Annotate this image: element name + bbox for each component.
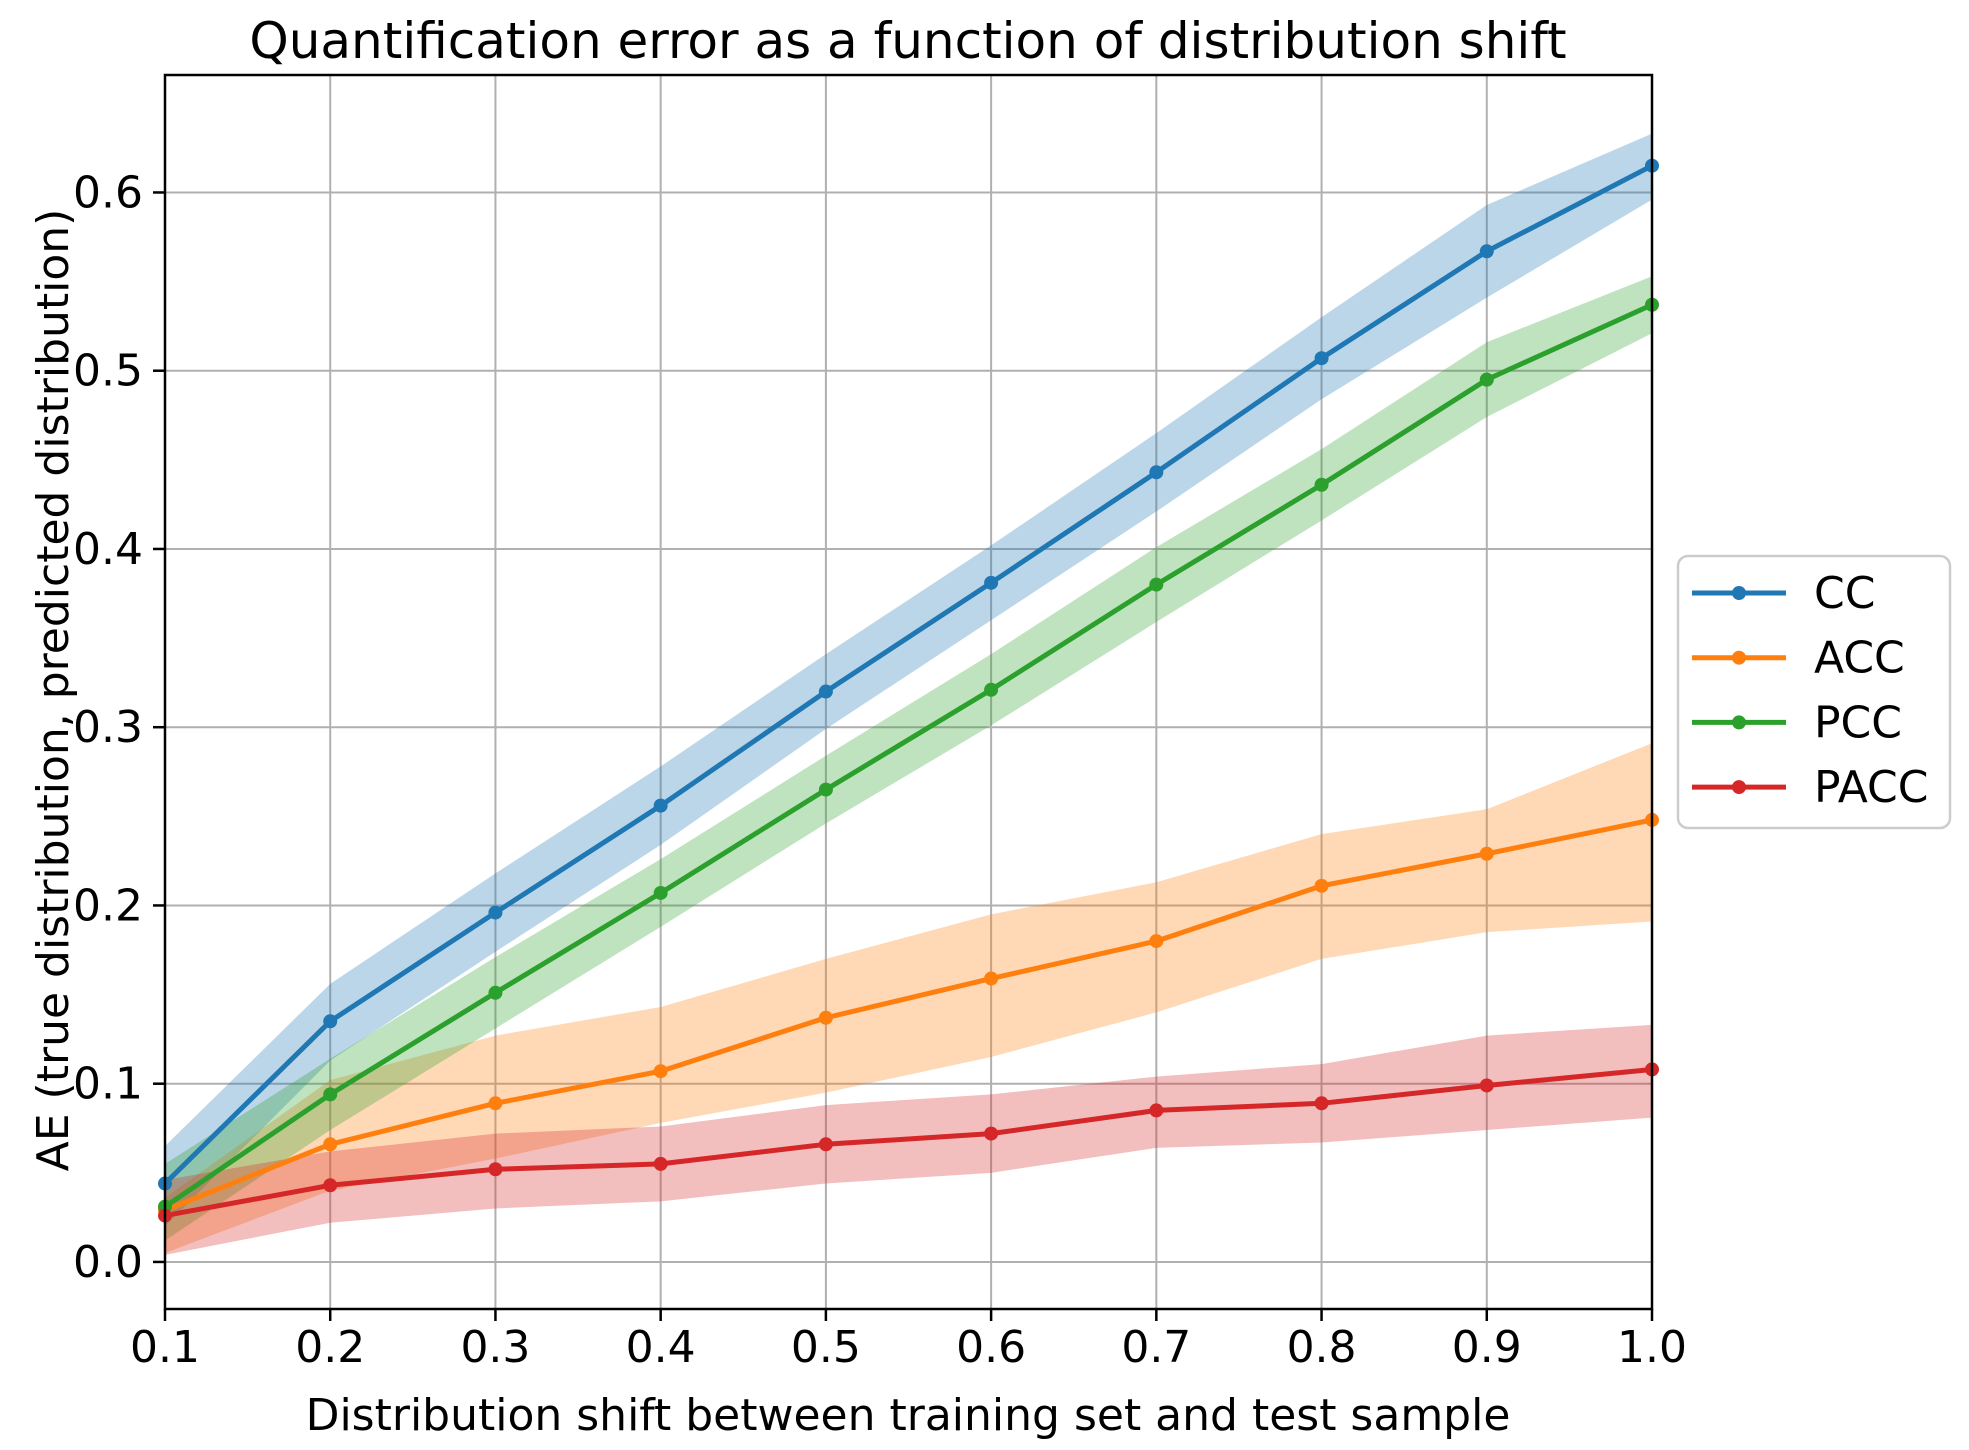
x-axis-label: Distribution shift between training set … (306, 1390, 1511, 1441)
x-tick-label: 0.5 (791, 1322, 861, 1373)
acc-marker (488, 1096, 503, 1111)
y-tick-label: 0.5 (73, 346, 143, 397)
legend-marker-sample (1732, 586, 1746, 600)
acc-marker (818, 1010, 833, 1025)
acc-marker (1149, 934, 1164, 949)
pcc-marker (1314, 477, 1329, 492)
pcc-marker (984, 682, 999, 697)
cc-error-band (165, 133, 1652, 1227)
x-tick-label: 0.3 (460, 1322, 530, 1373)
x-tick-label: 0.4 (626, 1322, 696, 1373)
x-tick-label: 1.0 (1617, 1322, 1687, 1373)
error-bands (165, 133, 1652, 1255)
legend-marker-sample (1732, 715, 1746, 730)
pcc-marker (1149, 577, 1164, 592)
y-tick-label: 0.3 (73, 702, 143, 753)
legend-label: CC (1814, 568, 1875, 619)
chart-title: Quantification error as a function of di… (249, 12, 1566, 70)
legend-label: PCC (1814, 697, 1902, 748)
pcc-error-band (165, 276, 1652, 1241)
pcc-marker (323, 1087, 338, 1102)
legend-item-acc: ACC (1692, 633, 1905, 684)
acc-line (162, 817, 1655, 1213)
pacc-marker (818, 1137, 833, 1152)
legend-box (1676, 554, 1952, 830)
acc-marker (653, 1064, 668, 1079)
y-tick-label: 0.4 (73, 524, 143, 575)
pacc-line (162, 1066, 1655, 1219)
x-tick-label: 0.2 (295, 1322, 365, 1373)
legend-label: ACC (1814, 633, 1905, 684)
x-tick-label: 0.7 (1121, 1322, 1191, 1373)
x-tick-label: 0.6 (956, 1322, 1026, 1373)
pcc-marker (488, 985, 503, 1000)
cc-line (162, 163, 1655, 1187)
y-axis-label: AE (true distribution, predicted distrib… (28, 209, 79, 1172)
cc-marker (488, 905, 503, 920)
legend-marker-sample (1732, 650, 1746, 665)
pacc-marker (323, 1178, 338, 1193)
plot-spines (163, 73, 1654, 1311)
cc-marker (818, 684, 833, 699)
acc-marker (984, 971, 999, 986)
pacc-marker (1149, 1103, 1164, 1118)
x-tick-label: 0.8 (1287, 1322, 1357, 1373)
pacc-marker (1479, 1078, 1494, 1093)
pacc-marker (1314, 1096, 1329, 1111)
pcc-marker (818, 782, 833, 797)
pacc-marker (984, 1126, 999, 1141)
x-tick-label: 0.1 (130, 1322, 200, 1373)
x-tick-label: 0.9 (1452, 1322, 1522, 1373)
y-tick-label: 0.6 (73, 167, 143, 218)
pcc-line (162, 302, 1655, 1210)
pcc-markers (158, 297, 1659, 1214)
cc-marker (984, 575, 999, 590)
acc-marker (1479, 846, 1494, 861)
cc-marker (1149, 465, 1164, 480)
pcc-marker (653, 885, 668, 900)
acc-marker (1314, 878, 1329, 893)
legend-marker-sample (1732, 780, 1746, 795)
cc-marker (1314, 351, 1329, 366)
cc-marker (323, 1014, 338, 1029)
legend-item-cc: CC (1692, 568, 1875, 619)
y-tick-label: 0.2 (73, 880, 143, 931)
pcc-marker (1479, 372, 1494, 387)
y-tick-label: 0.0 (73, 1237, 143, 1288)
pacc-marker (653, 1156, 668, 1171)
pacc-marker (488, 1162, 503, 1177)
cc-marker (1479, 244, 1494, 259)
legend-item-pcc: PCC (1692, 697, 1902, 748)
y-tick-label: 0.1 (73, 1059, 143, 1110)
legend-item-pacc: PACC (1692, 762, 1929, 813)
legend-label: PACC (1814, 762, 1929, 813)
cc-marker (653, 798, 668, 813)
series-lines (162, 163, 1655, 1219)
acc-marker (323, 1137, 338, 1152)
legend: CC ACC PCC PACC (1676, 554, 1952, 830)
axes: 0.1 0.2 0.3 0.4 0.5 0.6 0.7 0.8 0.9 1.0 0.0 0.1 0.2 0… (73, 73, 1687, 1373)
